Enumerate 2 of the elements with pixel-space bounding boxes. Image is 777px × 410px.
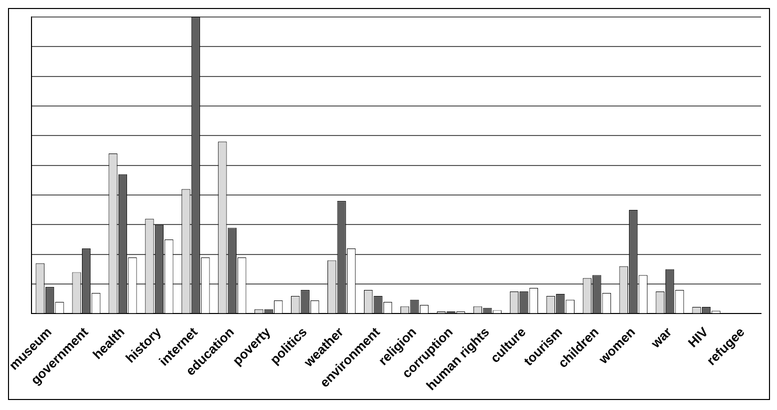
x-tick-label: war <box>647 324 674 352</box>
x-tick-label: HIV <box>685 324 712 350</box>
